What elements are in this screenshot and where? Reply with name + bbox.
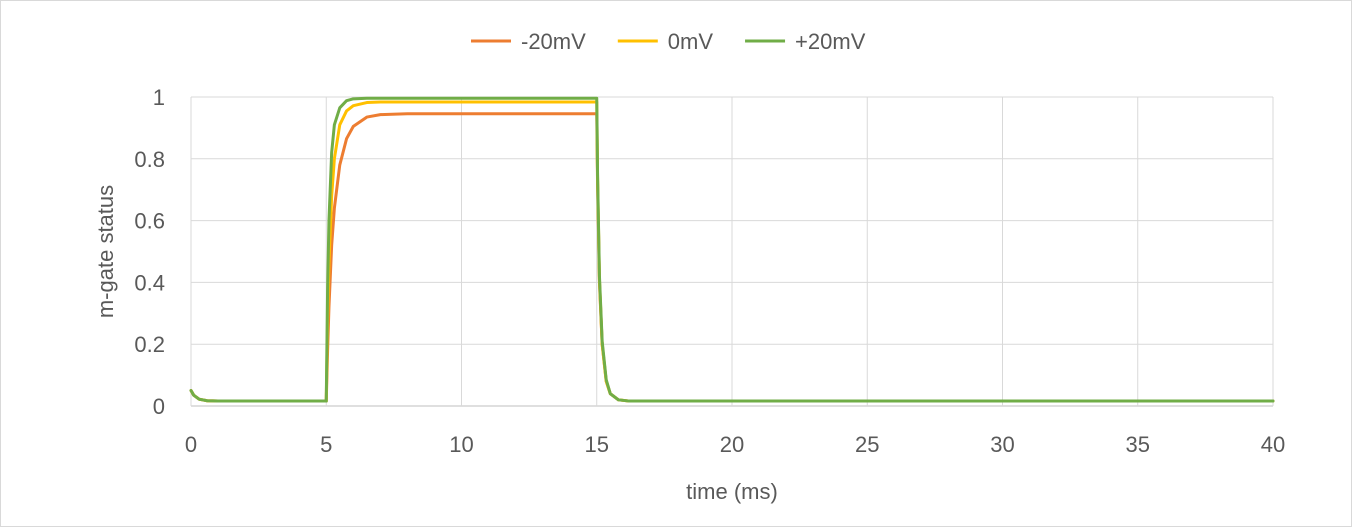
legend-label: +20mV [795,29,866,54]
y-tick-label: 1 [153,85,165,110]
y-tick-label: 0 [153,394,165,419]
x-tick-label: 10 [449,432,473,457]
legend-label: -20mV [521,29,586,54]
series-line [189,96,1275,403]
x-tick-label: 25 [855,432,879,457]
gridlines [190,96,1274,407]
x-tick-label: 35 [1126,432,1150,457]
x-tick-label: 40 [1261,432,1285,457]
x-tick-label: 20 [720,432,744,457]
x-tick-label: 30 [990,432,1014,457]
x-axis-ticks: 0 5 10 15 20 25 30 35 40 [185,432,1285,457]
x-tick-label: 15 [585,432,609,457]
y-tick-label: 0.2 [134,332,165,357]
x-tick-label: 0 [185,432,197,457]
legend-label: 0mV [668,29,714,54]
legend: -20mV 0mV +20mV [471,29,866,54]
plot-lines [189,96,1275,403]
y-axis-ticks: 0 0.2 0.4 0.6 0.8 1 [134,85,165,419]
y-tick-label: 0.4 [134,270,165,295]
y-tick-label: 0.6 [134,209,165,234]
x-tick-label: 5 [320,432,332,457]
x-axis-title: time (ms) [686,479,778,504]
y-tick-label: 0.8 [134,147,165,172]
y-axis-title: m-gate status [93,185,118,318]
